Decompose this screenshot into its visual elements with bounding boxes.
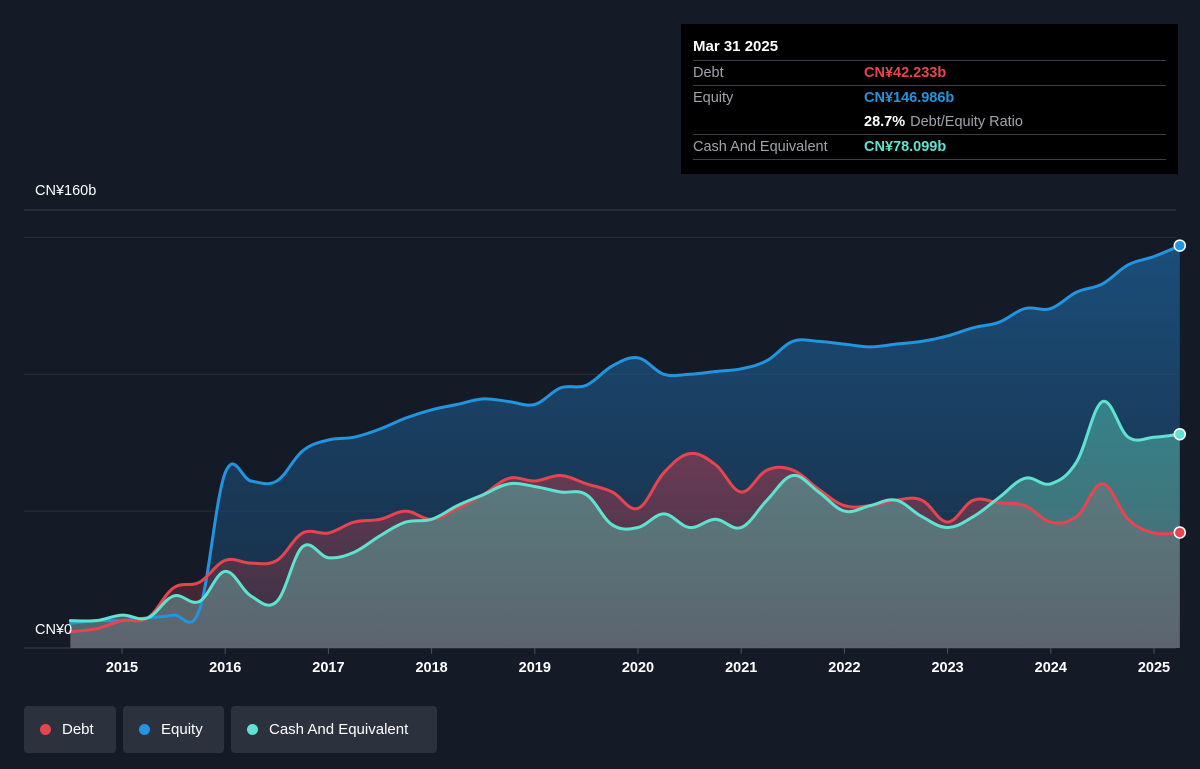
x-tick-label: 2019 — [519, 660, 551, 676]
x-tick-label: 2016 — [209, 660, 241, 676]
x-tick-label: 2023 — [931, 660, 963, 676]
series-lines — [68, 244, 1182, 634]
tooltip-debt-value: CN¥42.233b — [864, 65, 947, 81]
tooltip-ratio-value: 28.7% — [864, 114, 906, 130]
tooltip-debt-label: Debt — [693, 65, 724, 81]
cash-area — [70, 401, 1180, 648]
x-tick-label: 2015 — [106, 660, 138, 676]
x-tick-label: 2024 — [1035, 660, 1067, 676]
y-axis-top-label: CN¥160b — [35, 183, 97, 199]
chart-legend: Debt Equity Cash And Equivalent — [24, 706, 437, 753]
cash-end-marker — [1173, 427, 1187, 441]
x-axis: 2015 2016 2017 2018 2019 2020 2021 2022 2023 2024… — [106, 648, 1170, 676]
legend-cash-label: Cash And Equivalent — [269, 721, 409, 738]
tooltip-row-equity: Equity CN¥146.986b — [693, 85, 1166, 110]
legend-equity-label: Equity — [161, 721, 203, 738]
x-tick-label: 2018 — [415, 660, 447, 676]
equity-dot-icon — [139, 724, 150, 735]
tooltip-equity-label: Equity — [693, 90, 734, 106]
x-tick-label: 2025 — [1138, 660, 1170, 676]
debt-line — [68, 451, 1182, 634]
tooltip-ratio-label: Debt/Equity Ratio — [910, 114, 1023, 130]
tooltip-cash-label: Cash And Equivalent — [693, 139, 828, 155]
y-axis-bottom-label: CN¥0 — [35, 622, 73, 638]
debt-end-marker — [1173, 526, 1187, 539]
x-tick-label: 2022 — [828, 660, 860, 676]
tooltip-date: Mar 31 2025 — [693, 38, 779, 55]
x-tick-label: 2021 — [725, 660, 757, 676]
x-tick-label: 2020 — [622, 660, 654, 676]
cash-line — [68, 400, 1182, 623]
legend-debt-label: Debt — [62, 721, 94, 738]
data-tooltip: Mar 31 2025 Debt CN¥42.233b Equity CN¥14… — [681, 24, 1178, 174]
x-tick-label: 2017 — [312, 660, 344, 676]
tooltip-row-ratio: 28.7% Debt/Equity Ratio — [693, 110, 1166, 134]
debt-dot-icon — [40, 724, 51, 735]
tooltip-row-debt: Debt CN¥42.233b — [693, 60, 1166, 85]
series-areas — [70, 245, 1180, 648]
tooltip-equity-value: CN¥146.986b — [864, 90, 955, 106]
equity-line — [68, 244, 1182, 625]
series-end-markers — [1173, 239, 1187, 539]
legend-item-debt[interactable]: Debt — [24, 706, 116, 753]
legend-item-cash[interactable]: Cash And Equivalent — [231, 706, 437, 753]
tooltip-cash-value: CN¥78.099b — [864, 139, 947, 155]
equity-end-marker — [1173, 239, 1187, 252]
legend-item-equity[interactable]: Equity — [123, 706, 224, 753]
cash-dot-icon — [247, 724, 258, 735]
tooltip-row-cash: Cash And Equivalent CN¥78.099b — [693, 134, 1166, 159]
